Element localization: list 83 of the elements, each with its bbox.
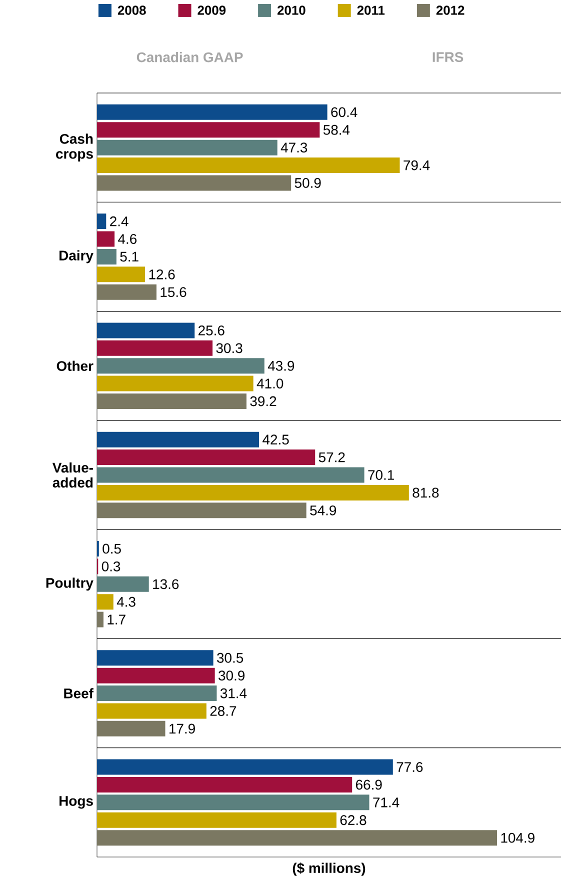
data-label: 79.4	[404, 160, 430, 170]
bar	[97, 759, 393, 775]
x-axis-title: ($ millions)	[292, 862, 366, 876]
y-tick-label: Beef	[64, 688, 94, 698]
bar	[97, 284, 156, 300]
legend-label: 2009	[198, 6, 226, 15]
text: IFRS	[432, 52, 464, 62]
data-label: 70.1	[368, 470, 394, 480]
data-label: 5.1	[120, 252, 138, 262]
bar	[97, 266, 146, 282]
data-label: 4.3	[116, 596, 136, 607]
legend-label: 2010	[278, 6, 306, 15]
data-label: 0.5	[102, 544, 121, 554]
data-label: 77.6	[396, 762, 423, 772]
bar	[97, 340, 213, 356]
data-label: 71.4	[373, 798, 400, 808]
y-tick-label: Value-added	[52, 462, 93, 488]
bar	[97, 450, 316, 466]
data-label: 81.8	[412, 488, 439, 498]
data-label: 0.3	[102, 561, 120, 572]
data-label: 31.4	[220, 688, 247, 698]
bar	[97, 776, 352, 792]
bar	[97, 358, 264, 374]
bar	[97, 175, 292, 191]
bar	[97, 214, 106, 230]
bar	[97, 612, 104, 628]
data-label: 30.5	[217, 652, 244, 663]
data-label: 13.6	[153, 579, 179, 590]
legend-label: 2008	[118, 6, 146, 15]
data-label: 30.9	[218, 670, 245, 681]
bar	[97, 376, 254, 392]
bar	[97, 394, 246, 410]
data-label: 57.2	[318, 452, 345, 462]
data-label: 62.8	[340, 815, 366, 826]
bar	[97, 322, 195, 338]
bar	[97, 140, 278, 156]
bar	[97, 703, 206, 719]
bar	[97, 484, 409, 500]
data-label: 42.5	[262, 434, 289, 445]
data-label: 60.4	[331, 107, 358, 118]
bar	[97, 432, 260, 448]
bar	[97, 686, 217, 702]
data-label: 17.9	[170, 724, 195, 734]
data-label: 28.7	[210, 706, 236, 716]
bar	[97, 122, 320, 138]
text: Canadian GAAP	[136, 52, 243, 62]
bar	[97, 158, 400, 174]
data-label: 66.9	[356, 780, 382, 790]
data-label: 30.3	[216, 343, 242, 354]
y-tick-label: Cash crops	[56, 134, 93, 162]
data-label: 47.3	[280, 142, 308, 153]
data-label: 43.9	[268, 360, 294, 371]
bar	[97, 467, 364, 483]
y-tick-label: Dairy	[60, 250, 94, 264]
bar	[97, 231, 115, 247]
bar	[97, 812, 336, 828]
bar	[97, 794, 370, 810]
data-label: 2.4	[110, 216, 128, 226]
data-label: 39.2	[250, 396, 276, 406]
bar	[97, 104, 328, 120]
data-label: 104.9	[501, 832, 534, 843]
bar	[97, 720, 166, 736]
bar	[97, 576, 149, 592]
bar	[97, 830, 498, 846]
data-label: 54.9	[310, 505, 336, 516]
data-label: 41.0	[256, 378, 284, 388]
bar	[97, 668, 215, 684]
bar	[97, 594, 114, 610]
data-label: 25.6	[198, 326, 224, 336]
data-label: 58.4	[323, 124, 350, 135]
legend-label: 2011	[357, 6, 385, 15]
bar	[97, 650, 214, 666]
bar	[97, 248, 116, 264]
data-label: 15.6	[160, 287, 186, 298]
legend-label: 2012	[436, 6, 464, 15]
data-label: 1.7	[108, 614, 126, 624]
data-label: 4.6	[118, 234, 137, 244]
data-label: 50.9	[294, 178, 321, 188]
y-tick-label: Poultry	[46, 578, 94, 591]
data-label: 12.6	[149, 269, 175, 280]
y-tick-label: Hogs	[60, 796, 93, 809]
bar	[97, 502, 306, 518]
y-tick-label: Other	[56, 360, 94, 371]
